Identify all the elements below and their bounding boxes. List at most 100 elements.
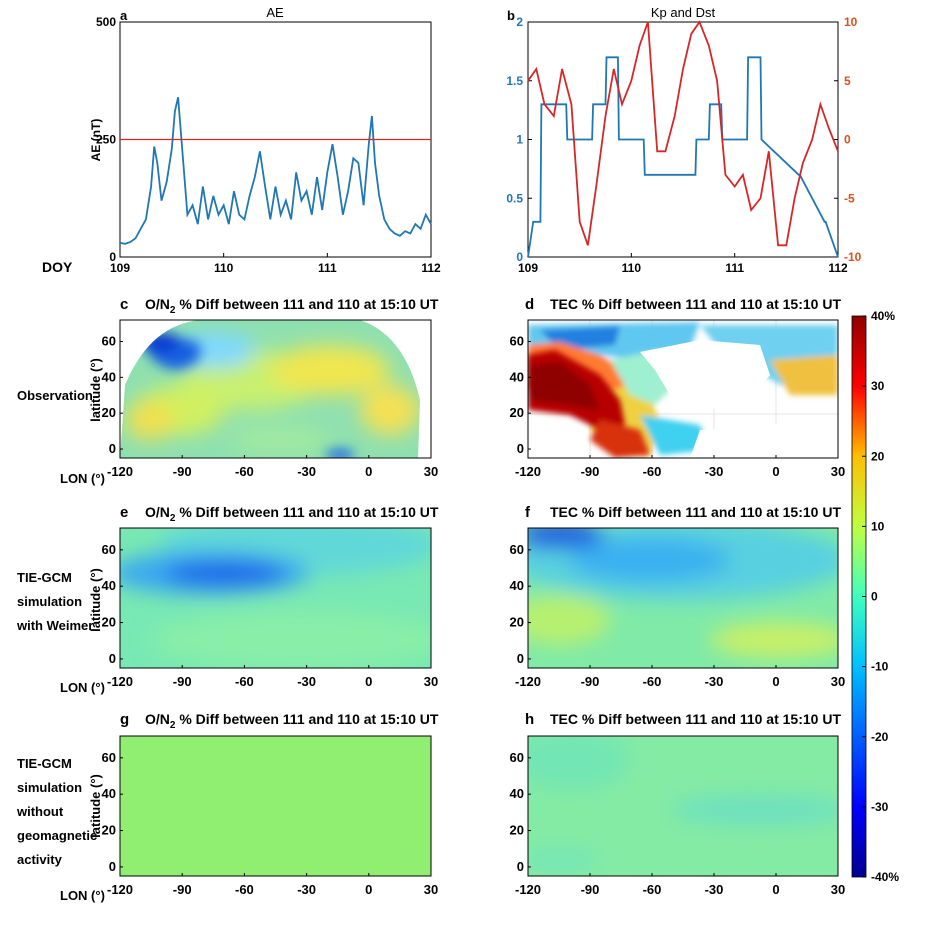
colorbar-tick-label-3: 10: [871, 519, 885, 533]
panel-h-ticks: -120 -90 -60 -30 0 30 0 20 40 60: [510, 750, 846, 897]
b-xtick-label-3: 112: [828, 261, 848, 275]
c-xtick-label-2: -60: [235, 464, 254, 479]
d-xtick-label-4: 0: [772, 464, 779, 479]
a-xtick-label-0: 109: [110, 261, 130, 275]
c-xtick-label-3: -30: [297, 464, 316, 479]
d-xtick-label-5: 30: [831, 464, 845, 479]
b-yright-label-1: -5: [844, 191, 855, 205]
panel-a-xlabel-doy: DOY: [42, 259, 73, 275]
b-yright-label-3: 5: [844, 74, 851, 88]
e-xtick-label-2: -60: [235, 674, 254, 689]
panel-c-xlabel: LON (°): [60, 471, 105, 486]
panel-c-field: [120, 320, 420, 458]
row-g-line-4: activity: [17, 852, 62, 867]
panel-e-title-rest: % Diff between 111 and 110 at 15:10 UT: [175, 504, 438, 520]
panel-e-ticks: -120 -90 -60 -30 0 30 0 20 40 60: [102, 542, 439, 689]
panel-d-axes: [527, 319, 839, 459]
c-xtick-label-4: 0: [365, 464, 372, 479]
b-yright-label-4: 10: [844, 15, 858, 29]
h-xtick-label-0: -120: [515, 882, 541, 897]
a-ytick-label-0: 0: [109, 250, 116, 264]
panel-g-xlabel: LON (°): [60, 888, 105, 903]
panel-b-marks: [527, 20, 839, 258]
panel-d-letter: d: [525, 296, 534, 313]
h-xtick-label-5: 30: [831, 882, 845, 897]
panel-d-field: [528, 320, 838, 458]
e-xtick-label-4: 0: [365, 674, 372, 689]
c-ytick-label-3: 60: [102, 334, 116, 349]
panel-g-ticks: -120 -90 -60 -30 0 30 0 20 40 60: [102, 750, 439, 897]
f-xtick-label-2: -60: [643, 674, 662, 689]
panel-a-title: AE: [266, 5, 284, 20]
colorbar: 40% 30 20 10 0 -10 -20 -30 -40%: [851, 309, 899, 884]
panel-e-ylabel: latitude (°): [88, 568, 103, 632]
e-ytick-label-1: 20: [102, 615, 116, 630]
panel-a-marks: [119, 97, 432, 245]
kp-series-line: [527, 56, 839, 258]
b-yleft-label-0: 0: [516, 250, 523, 264]
panel-h-field: [528, 736, 838, 876]
panel-a-ylabel: AE (nT): [89, 119, 103, 162]
colorbar-tick-label-8: -40%: [871, 870, 899, 884]
a-xtick-label-1: 110: [214, 261, 234, 275]
h-xtick-label-2: -60: [643, 882, 662, 897]
g-xtick-label-2: -60: [235, 882, 254, 897]
panel-g-title-main: O/N: [145, 711, 170, 727]
b-xtick-label-2: 111: [725, 261, 744, 275]
g-xtick-label-1: -90: [173, 882, 192, 897]
row-label-observation: Observation: [17, 384, 93, 408]
h-ytick-label-2: 40: [510, 786, 524, 801]
h-ytick-label-3: 60: [510, 750, 524, 765]
b-xtick-label-0: 109: [518, 261, 538, 275]
a-ytick-label-2: 500: [96, 15, 116, 29]
panel-c-letter: c: [120, 296, 128, 313]
panel-g-title-rest: % Diff between 111 and 110 at 15:10 UT: [175, 711, 438, 727]
panel-e-field: [120, 528, 431, 668]
colorbar-tick-label-6: -20: [871, 730, 889, 744]
row-g-line-2: without: [17, 804, 64, 819]
panel-f: -120 -90 -60 -30 0 30 0 20 40 60 f TEC % Diff bet…: [510, 504, 846, 689]
e-xtick-label-1: -90: [173, 674, 192, 689]
d-xtick-label-2: -60: [643, 464, 662, 479]
b-xtick-label-1: 110: [622, 261, 642, 275]
colorbar-tick-label-2: 20: [871, 449, 885, 463]
b-yleft-label-1: 0.5: [506, 191, 523, 205]
h-xtick-label-3: -30: [705, 882, 724, 897]
panel-c-title: O/N2 % Diff between 111 and 110 at 15:10…: [145, 296, 439, 316]
panel-a-ticks: 109 110 111 112 0 250 500: [96, 15, 441, 275]
panel-f-letter: f: [525, 504, 531, 521]
panel-c-axes: [119, 319, 432, 459]
panel-a-letter: a: [120, 8, 128, 23]
b-yleft-label-2: 1: [516, 133, 523, 147]
e-ytick-label-0: 0: [109, 651, 116, 666]
c-ytick-label-2: 40: [102, 369, 116, 384]
panel-e-title: O/N2 % Diff between 111 and 110 at 15:10…: [145, 504, 439, 524]
d-ytick-label-0: 0: [517, 441, 524, 456]
g-xtick-label-4: 0: [365, 882, 372, 897]
a-xtick-label-3: 112: [421, 261, 441, 275]
panel-h: -120 -90 -60 -30 0 30 0 20 40 60 h TEC % Diff bet…: [510, 711, 846, 897]
h-xtick-label-1: -90: [581, 882, 600, 897]
panel-d-title: TEC % Diff between 111 and 110 at 15:10 …: [550, 296, 841, 312]
d-xtick-label-3: -30: [705, 464, 724, 479]
h-ytick-label-1: 20: [510, 823, 524, 838]
panel-g-title-sub: 2: [170, 720, 176, 731]
panel-g-letter: g: [120, 711, 129, 728]
colorbar-tick-label-1: 30: [871, 379, 885, 393]
e-xtick-label-3: -30: [297, 674, 316, 689]
panel-g-title: O/N2 % Diff between 111 and 110 at 15:10…: [145, 711, 439, 731]
panel-f-title: TEC % Diff between 111 and 110 at 15:10 …: [550, 504, 841, 520]
row-g-line-0: TIE-GCM: [17, 756, 72, 771]
panel-d-ticks: -120 -90 -60 -30 0 30 0 20 40 60: [510, 334, 846, 479]
row-label-observation-text: Observation: [17, 388, 93, 403]
panel-h-letter: h: [525, 711, 534, 728]
panel-a: 109 110 111 112 0 250 500 a AE AE (nT) DOY: [42, 5, 441, 275]
e-ytick-label-3: 60: [102, 542, 116, 557]
d-ytick-label-3: 60: [510, 334, 524, 349]
d-ytick-label-2: 40: [510, 369, 524, 384]
row-e-line-1: simulation: [17, 594, 83, 609]
colorbar-tick-label-7: -30: [871, 800, 889, 814]
c-xtick-label-5: 30: [424, 464, 438, 479]
f-ytick-label-0: 0: [517, 651, 524, 666]
f-xtick-label-3: -30: [705, 674, 724, 689]
